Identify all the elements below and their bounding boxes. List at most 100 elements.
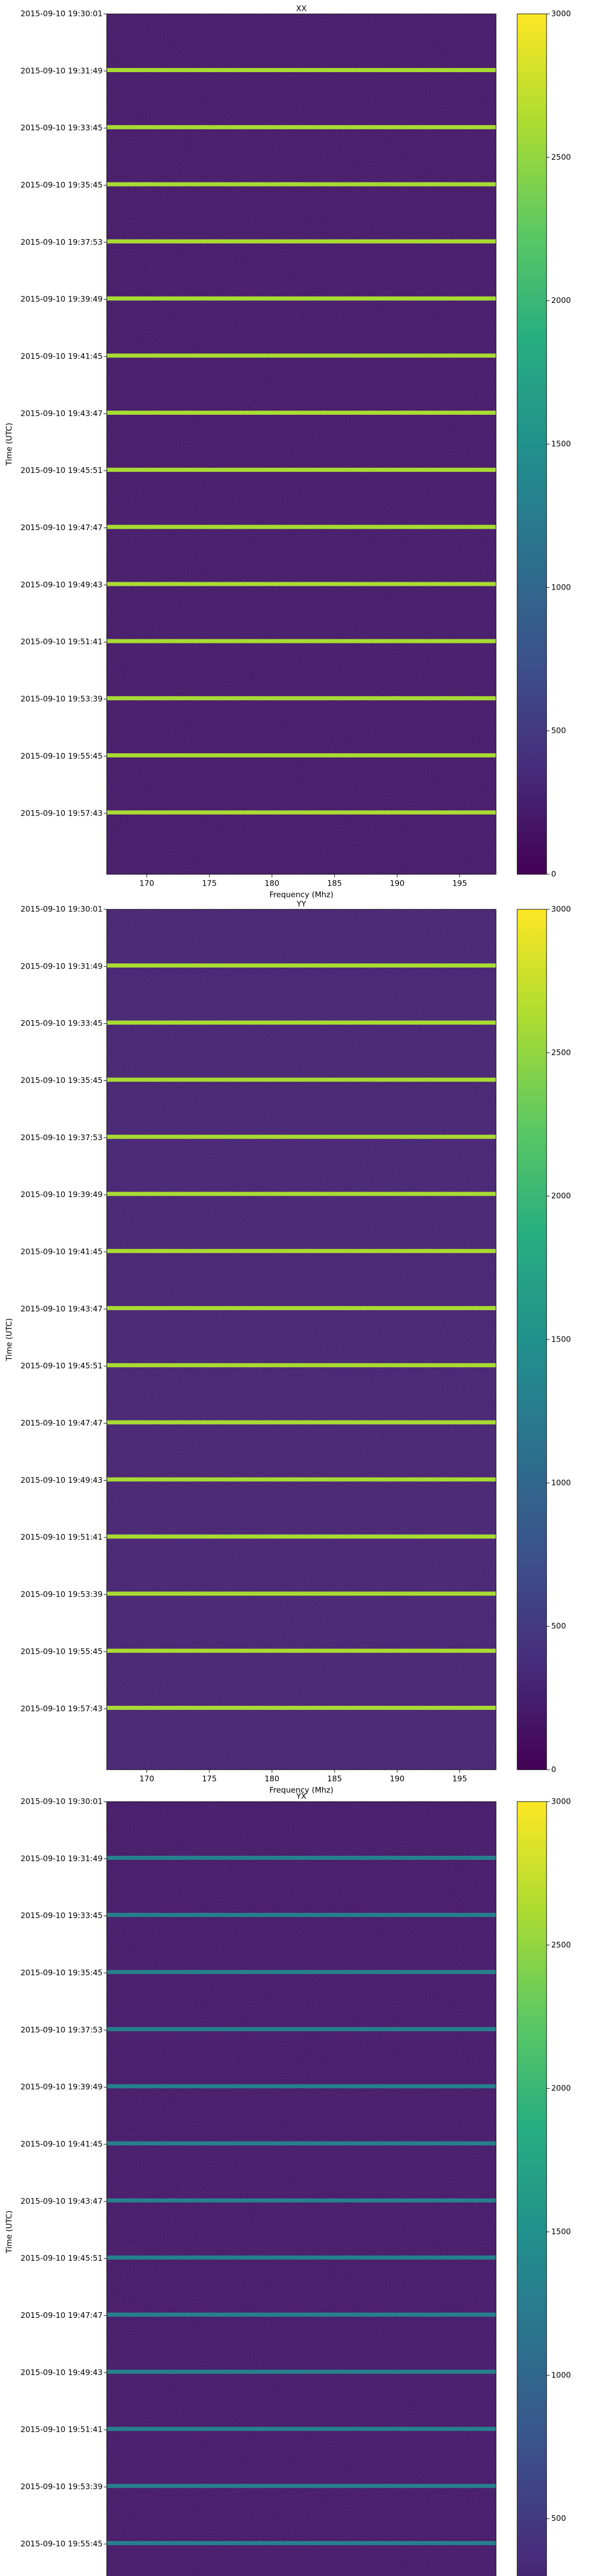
bright-line (107, 1591, 496, 1596)
y-tick-label: 2015-09-10 19:49:43 (21, 580, 103, 589)
bright-line (107, 1020, 496, 1025)
noise (107, 14, 496, 874)
bright-line (107, 1970, 496, 1974)
bright-line (107, 1134, 496, 1139)
colorbar-tick-label: 1000 (551, 583, 571, 592)
x-tick-label: 180 (265, 1774, 279, 1784)
colorbar-tick-label: 0 (551, 1765, 556, 1774)
bright-line (107, 1192, 496, 1196)
bright-line (107, 1705, 496, 1710)
bright-line (107, 2427, 496, 2431)
x-tick-label: 170 (139, 1774, 154, 1784)
x-tick-label: 190 (390, 879, 405, 888)
y-tick-label: 2015-09-10 19:43:47 (21, 1304, 103, 1313)
y-tick-label: 2015-09-10 19:33:45 (21, 1911, 103, 1920)
x-tick-label: 175 (202, 1774, 217, 1784)
colorbar-tick-label: 2500 (551, 152, 571, 162)
y-tick-label: 2015-09-10 19:31:49 (21, 66, 103, 75)
x-tick-label: 185 (327, 879, 342, 888)
x-tick-label: 195 (452, 879, 467, 888)
y-tick-label: 2015-09-10 19:35:45 (21, 1968, 103, 1977)
x-tick-label: 195 (452, 1774, 467, 1784)
bright-line (107, 1912, 496, 1917)
bright-line (107, 1420, 496, 1425)
colorbar-tick-label: 3000 (551, 905, 571, 914)
bright-line (107, 696, 496, 701)
bright-line (107, 353, 496, 358)
bright-line (107, 2541, 496, 2546)
bright-line (107, 2141, 496, 2146)
y-tick-label: 2015-09-10 19:53:39 (21, 1590, 103, 1599)
x-tick-label: 175 (202, 879, 217, 888)
bright-line (107, 524, 496, 529)
bright-line (107, 1855, 496, 1860)
colorbar-tick-label: 2500 (551, 1940, 571, 1950)
y-tick-label: 2015-09-10 19:39:49 (21, 295, 103, 304)
bright-line (107, 182, 496, 187)
colorbar (517, 13, 547, 875)
bright-line (107, 125, 496, 129)
plot-frame (106, 13, 497, 875)
y-tick-label: 2015-09-10 19:35:45 (21, 180, 103, 190)
bright-line (107, 753, 496, 758)
bright-line (107, 296, 496, 301)
y-tick-label: 2015-09-10 19:30:01 (21, 9, 103, 19)
colorbar (517, 909, 547, 1770)
bright-line (107, 2484, 496, 2488)
bright-line (107, 2027, 496, 2031)
y-tick-label: 2015-09-10 19:49:43 (21, 2368, 103, 2377)
y-axis-label: Time (UTC) (5, 2211, 14, 2254)
bright-line (107, 1534, 496, 1539)
y-tick-label: 2015-09-10 19:33:45 (21, 123, 103, 132)
colorbar-tick-label: 1500 (551, 1335, 571, 1344)
colorbar-tick-label: 500 (551, 726, 566, 735)
y-tick-label: 2015-09-10 19:37:53 (21, 2025, 103, 2035)
y-tick-label: 2015-09-10 19:41:45 (21, 352, 103, 361)
y-tick-label: 2015-09-10 19:43:47 (21, 2196, 103, 2206)
y-tick-label: 2015-09-10 19:47:47 (21, 2311, 103, 2320)
x-tick-label: 170 (139, 879, 154, 888)
y-tick-label: 2015-09-10 19:37:53 (21, 1133, 103, 1142)
y-tick-label: 2015-09-10 19:37:53 (21, 238, 103, 247)
y-tick-label: 2015-09-10 19:53:39 (21, 2482, 103, 2492)
bright-line (107, 2198, 496, 2203)
colorbar-tick-label: 1000 (551, 1478, 571, 1487)
colorbar-tick-label: 500 (551, 2514, 566, 2523)
bright-line (107, 1077, 496, 1082)
plot-frame (106, 909, 497, 1770)
bright-line (107, 810, 496, 815)
x-axis-label: Frequency (Mhz) (269, 1786, 333, 1795)
bright-line (107, 1306, 496, 1311)
colorbar-tick-label: 2000 (551, 296, 571, 305)
plot-frame (106, 1801, 497, 2576)
y-axis-label: Time (UTC) (5, 423, 14, 466)
y-axis-label: Time (UTC) (5, 1318, 14, 1362)
y-tick-label: 2015-09-10 19:47:47 (21, 523, 103, 532)
panel-title: YY (296, 900, 306, 909)
bright-line (107, 2084, 496, 2089)
y-tick-label: 2015-09-10 19:51:41 (21, 2425, 103, 2434)
noise (107, 909, 496, 1770)
bright-line (107, 1477, 496, 1482)
panel-title: YX (296, 1792, 306, 1801)
y-tick-label: 2015-09-10 19:45:51 (21, 466, 103, 475)
bright-line (107, 411, 496, 415)
y-tick-label: 2015-09-10 19:49:43 (21, 1476, 103, 1485)
y-tick-label: 2015-09-10 19:45:51 (21, 2253, 103, 2263)
y-tick-label: 2015-09-10 19:55:45 (21, 751, 103, 760)
y-tick-label: 2015-09-10 19:55:45 (21, 2539, 103, 2548)
x-tick-label: 180 (265, 879, 279, 888)
y-tick-label: 2015-09-10 19:30:01 (21, 1797, 103, 1806)
bright-line (107, 67, 496, 72)
colorbar-tick-label: 3000 (551, 1797, 571, 1806)
bright-line (107, 582, 496, 586)
colorbar-tick-label: 1500 (551, 2227, 571, 2236)
panel-title: XX (296, 4, 307, 13)
x-axis-label: Frequency (Mhz) (269, 890, 333, 900)
y-tick-label: 2015-09-10 19:39:49 (21, 1190, 103, 1199)
bright-line (107, 2369, 496, 2374)
y-tick-label: 2015-09-10 19:55:45 (21, 1647, 103, 1656)
bright-line (107, 239, 496, 244)
bright-line (107, 1249, 496, 1253)
